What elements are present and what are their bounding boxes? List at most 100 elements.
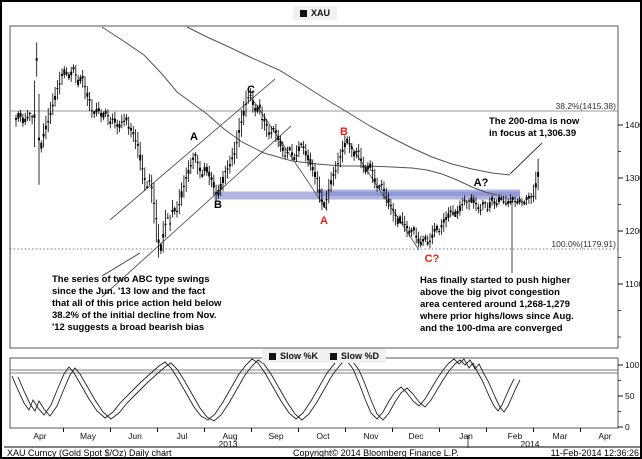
candle-body (277, 136, 280, 141)
candle-body (24, 118, 27, 122)
candle-body (314, 171, 316, 178)
candle-body (325, 199, 328, 201)
candle-body (412, 227, 415, 231)
candle-body (527, 195, 530, 199)
candle-body (521, 201, 523, 203)
candle-body (150, 186, 153, 189)
y-tick-label: 1400 (625, 120, 640, 130)
candle-body (507, 200, 510, 205)
candle-body (256, 106, 259, 112)
candle-body (456, 210, 459, 214)
candle-body (208, 171, 211, 177)
candle-body (19, 113, 22, 117)
candle-body (111, 118, 114, 120)
swing-letter-A: A (320, 215, 328, 227)
year-label: 2013 (218, 439, 238, 449)
fib-382-label: 38.2%(1415.38) (555, 101, 617, 111)
candle-body (272, 128, 275, 130)
month-label: Oct (316, 431, 330, 441)
candle-body (88, 99, 91, 101)
annotation-pointer (101, 252, 141, 277)
candle-body (251, 100, 254, 105)
swing-letter-A: A? (473, 177, 489, 189)
candle-body (79, 77, 82, 82)
candle-body (346, 138, 349, 144)
candle-body (148, 180, 151, 182)
stoch-legend[interactable]: Slow %K Slow %D (262, 349, 387, 363)
xau-legend-swatch-icon (300, 10, 307, 17)
candle-body (249, 94, 252, 96)
candle-body (525, 197, 528, 200)
candle-body (530, 196, 533, 198)
candle-body (40, 142, 43, 149)
candle-body (468, 200, 471, 202)
candle-body (54, 96, 57, 100)
month-label: Apr (33, 431, 47, 441)
trendline (250, 96, 328, 211)
candle-body (449, 210, 452, 213)
candle-body (42, 133, 45, 137)
candle-body (169, 223, 172, 225)
candle-body (67, 74, 70, 79)
candle-body (97, 108, 100, 112)
candle-body (86, 92, 89, 97)
candle-body (258, 104, 261, 108)
candle-body (35, 58, 38, 61)
candle-body (327, 189, 330, 191)
main-legend[interactable]: XAU (293, 6, 338, 20)
candle-body (433, 228, 436, 232)
candle-body (486, 209, 489, 211)
month-label: Apr (598, 431, 612, 441)
candle-body (127, 126, 130, 129)
candle-body (242, 110, 245, 116)
candle-body (270, 132, 273, 134)
candle-body (426, 241, 429, 245)
right-annotation-line: Has finally started to push higher (420, 275, 571, 286)
candle-body (495, 203, 498, 206)
left-annotation-line: since the Jun. '13 low and the fact (52, 286, 206, 297)
candle-body (424, 236, 427, 240)
candle-body (339, 156, 342, 158)
candle-body (166, 217, 169, 219)
candle-body (399, 216, 402, 223)
candle-body (136, 143, 139, 146)
dma200-annotation: The 200-dma is now in focus at 1,306.39 (489, 116, 579, 140)
candle-body (330, 180, 333, 185)
candle-body (343, 142, 346, 148)
candle-body (102, 112, 105, 118)
candle-body (81, 75, 84, 79)
candle-body (532, 196, 535, 198)
y-tick-label: 50 (625, 391, 635, 401)
candle-body (38, 137, 40, 141)
candle-body (502, 201, 505, 203)
candle-body (162, 234, 165, 238)
month-label: Sep (268, 431, 284, 441)
dma200-annotation-line1: The 200-dma is now (489, 116, 580, 127)
y-tick-label: 1200 (625, 226, 640, 236)
candle-body (389, 204, 392, 206)
candle-body (261, 118, 264, 121)
trendline (109, 78, 276, 221)
candle-body (123, 120, 126, 122)
candle-body (113, 118, 116, 123)
main-legend-label: XAU (311, 8, 331, 18)
candle-body (132, 132, 135, 135)
candle-body (440, 224, 443, 228)
right-annotation-line: above the big pivot congestion (420, 287, 560, 298)
candle-body (95, 109, 98, 113)
candle-body (465, 201, 468, 203)
main-panel-border (9, 25, 619, 349)
candle-body (415, 235, 418, 238)
candle-body (511, 197, 514, 200)
candle-body (378, 185, 381, 188)
candle-body (180, 191, 183, 198)
candle-body (279, 140, 282, 147)
candle-body (189, 164, 192, 167)
pivot-band (317, 189, 520, 196)
month-label: Jan (459, 431, 473, 441)
candle-body (484, 202, 487, 204)
candle-body (318, 189, 321, 193)
month-label: Feb (507, 431, 523, 441)
candle-body (463, 199, 466, 202)
